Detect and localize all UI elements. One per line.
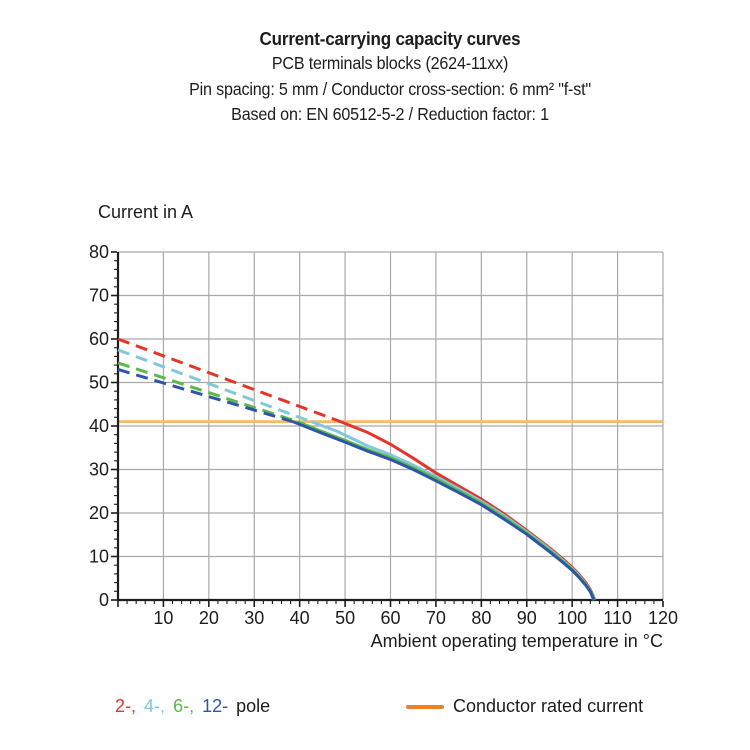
curve-dashed-4-pole [117,348,312,424]
legend-6-pole: 6-, [173,696,195,716]
chart-subtitle-standard: Based on: EN 60512-5-2 / Reduction facto… [231,103,549,124]
capacity-curves-chart: 10 20 30 40 50 60 70 80 90 100 110 120 0 10 20 30 40 50 60… [89,242,678,628]
curve-dashed-6-pole [117,361,298,424]
x-axis-title: Ambient operating temperature in °C [370,631,663,651]
y-axis-title: Current in A [98,202,194,222]
curve-dashed-2-pole [117,337,342,424]
chart-subtitle-product: PCB terminals blocks (2624-11xx) [271,53,509,74]
x-tick-label: 50 [335,608,355,628]
curve-solid-6-pole [296,420,597,601]
y-tick-label: 50 [89,373,109,393]
y-tick-label: 0 [99,590,109,610]
x-tick-label: 120 [648,608,678,628]
x-tick-label: 70 [426,608,446,628]
x-tick-label: 30 [244,608,264,628]
curve-solid-4-pole [310,420,595,601]
curve-dashed-12-pole [117,368,294,424]
x-tick-label: 100 [557,608,587,628]
chart-subtitle-spec: Pin spacing: 5 mm / Conductor cross-sect… [189,78,591,99]
y-tick-label: 30 [89,460,109,480]
y-tick-label: 80 [89,242,109,262]
x-tick-label: 20 [199,608,219,628]
pole-legend: 2-, 4-, 6-, 12- pole [115,696,273,717]
rated-current-line-swatch [406,704,444,709]
chart-title: Current-carrying capacity curves [259,28,521,49]
legend-pole-suffix: pole [236,696,271,716]
x-tick-label: 10 [153,608,173,628]
curve-solid-2-pole [339,420,596,601]
legend-12-pole: 12- [202,696,229,716]
x-tick-label: 80 [471,608,491,628]
legend-2-pole: 2-, [115,696,137,716]
x-tick-label: 110 [603,608,632,628]
rated-current-label: Conductor rated current [453,696,644,716]
y-tick-label: 40 [89,416,109,436]
y-tick-label: 20 [89,503,109,523]
curve-solid-12-pole [292,420,596,601]
chart-title-block: Current-carrying capacity curves PCB ter… [31,26,749,127]
x-tick-label: 60 [380,608,400,628]
y-tick-label: 60 [89,329,109,349]
legend-4-pole: 4-, [144,696,166,716]
y-tick-label: 10 [89,547,109,567]
rated-current-legend: Conductor rated current [406,696,643,717]
y-tick-label: 70 [89,286,109,306]
x-tick-label: 90 [517,608,537,628]
x-tick-label: 40 [290,608,310,628]
